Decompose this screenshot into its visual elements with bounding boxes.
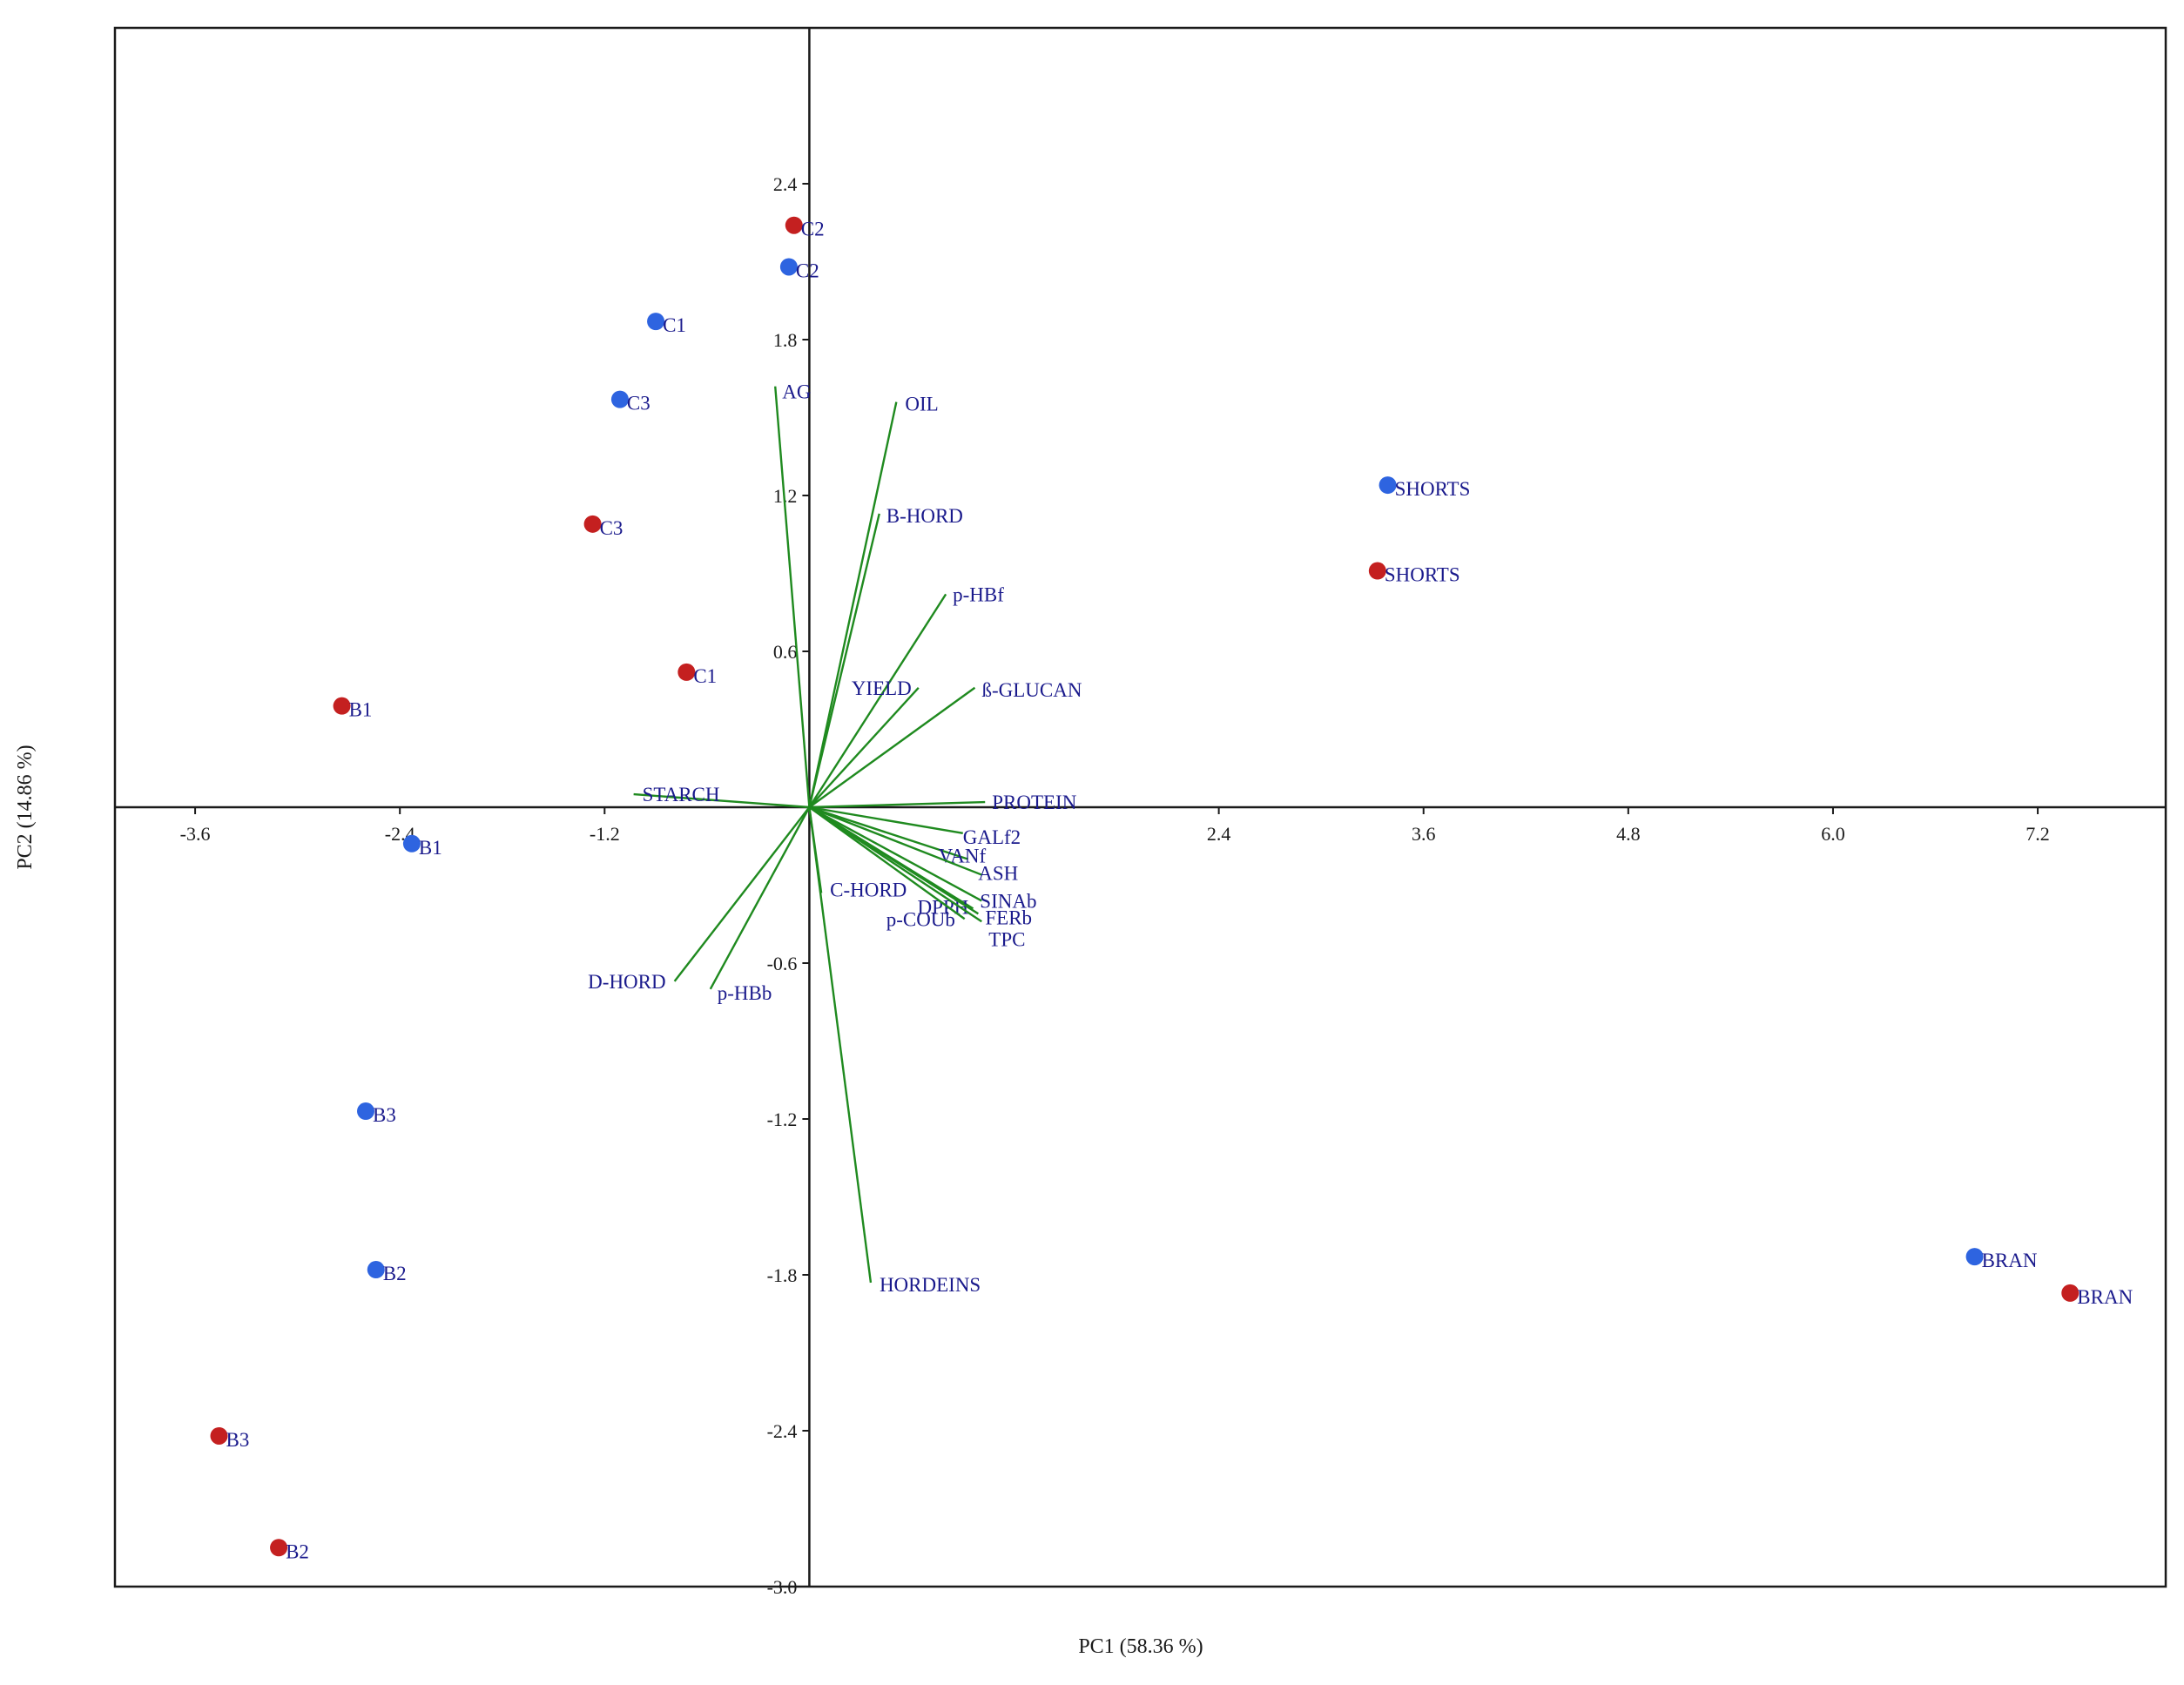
y-tick-label: 1.8	[773, 329, 798, 351]
y-tick-label: -2.4	[767, 1420, 798, 1442]
score-point-red	[270, 1539, 288, 1557]
score-point-red	[333, 697, 351, 715]
loading-vector	[709, 806, 811, 990]
score-point-blue	[647, 313, 665, 331]
loading-vector	[774, 386, 811, 808]
x-tick-label: 7.2	[2026, 823, 2050, 845]
vector-label: D-HORD	[588, 971, 665, 993]
point-label: C2	[796, 259, 819, 281]
loading-vector	[808, 686, 976, 808]
point-label: C1	[693, 665, 717, 687]
score-point-blue	[1378, 476, 1397, 495]
y-tick-label: -3.0	[767, 1576, 798, 1598]
vector-label: PROTEIN	[992, 792, 1077, 813]
loading-vector	[808, 593, 947, 808]
vector-label: YIELD	[852, 677, 912, 699]
vector-label: p-COUb	[886, 908, 955, 930]
vector-label: FERb	[985, 907, 1032, 928]
score-point-red	[2061, 1284, 2080, 1302]
point-label: B1	[419, 837, 442, 859]
score-point-red	[677, 663, 696, 681]
loading-vector	[808, 401, 898, 808]
vector-label: ß-GLUCAN	[981, 679, 1082, 701]
y-tick-label: -1.2	[767, 1109, 798, 1130]
y-axis-title: PC2 (14.86 %)	[14, 745, 37, 869]
y-tick-label: 2.4	[773, 173, 798, 195]
vector-label: SINAb	[980, 890, 1036, 912]
y-tick-labels: 2.41.81.20.6-0.6-1.2-1.8-2.4-3.0	[767, 173, 810, 1598]
vector-label: GALf2	[963, 826, 1021, 848]
loading-vector	[808, 806, 982, 923]
point-label: SHORTS	[1395, 478, 1471, 500]
score-point-blue	[402, 834, 421, 853]
x-tick-label: -3.6	[180, 823, 211, 845]
vector-label: p-HBb	[718, 982, 772, 1004]
x-tick-label: -1.2	[590, 823, 620, 845]
x-axis-title: PC1 (58.36 %)	[1078, 1635, 1203, 1658]
point-label: B1	[349, 699, 373, 721]
loading-vector	[633, 792, 810, 809]
score-point-blue	[610, 390, 629, 408]
loading-vector	[809, 805, 963, 835]
point-label: SHORTS	[1385, 564, 1460, 586]
vector-label: HORDEINS	[880, 1274, 981, 1296]
vector-label: B-HORD	[886, 505, 963, 527]
score-point-red	[1368, 562, 1386, 580]
loading-vector	[673, 806, 811, 982]
vector-label: TPC	[988, 928, 1025, 950]
point-label: BRAN	[2077, 1286, 2133, 1308]
y-tick-label: 0.6	[773, 641, 798, 663]
score-point-red	[583, 515, 602, 533]
loading-vector	[808, 805, 982, 876]
loading-vector	[808, 513, 880, 808]
point-label: B2	[286, 1540, 309, 1562]
vector-label: STARCH	[643, 784, 720, 805]
loading-vector	[809, 800, 986, 809]
score-point-red	[210, 1426, 228, 1445]
point-label: C3	[627, 393, 650, 415]
point-label: C2	[801, 219, 825, 240]
vector-label: p-HBf	[953, 583, 1004, 605]
x-tick-label: 2.4	[1207, 823, 1231, 845]
point-label: C3	[600, 517, 624, 539]
score-point-blue	[779, 258, 798, 276]
loading-vector	[808, 806, 966, 920]
vector-label: C-HORD	[830, 879, 907, 900]
score-point-blue	[1965, 1248, 1984, 1266]
score-point-blue	[367, 1261, 385, 1279]
loading-vectors: AG OIL B-HORD p-HBf YIELD ß-GLUCAN STARCH PROTE…	[588, 381, 1082, 1296]
y-tick-label: -1.8	[767, 1264, 798, 1286]
x-tick-label: 3.6	[1412, 823, 1436, 845]
score-point-blue	[357, 1102, 375, 1121]
x-tick-label: 4.8	[1616, 823, 1641, 845]
point-label: C1	[663, 314, 686, 336]
vector-label: AG	[782, 381, 811, 403]
score-points: C2 C1 C3 SHORTS B1 B3 B2 BRAN C2 C3 C1 B1 SHORTS B3 B2…	[210, 216, 2133, 1562]
point-label: B2	[383, 1263, 407, 1284]
vector-label: ASH	[978, 863, 1018, 885]
point-label: B3	[373, 1104, 396, 1126]
vector-label: OIL	[905, 394, 938, 415]
loading-vector	[809, 805, 968, 860]
point-label: BRAN	[1982, 1250, 2038, 1271]
score-point-red	[785, 216, 803, 234]
x-tick-labels: -3.6 -2.4 -1.2 2.4 3.6 4.8 6.0 7.2	[180, 807, 2050, 845]
loading-vector	[808, 806, 873, 1284]
vector-label: VANf	[939, 846, 987, 867]
loading-vector	[808, 805, 982, 902]
x-tick-label: 6.0	[1821, 823, 1845, 845]
loading-vector	[808, 686, 920, 808]
y-tick-label: -0.6	[767, 953, 798, 974]
point-label: B3	[226, 1429, 250, 1451]
